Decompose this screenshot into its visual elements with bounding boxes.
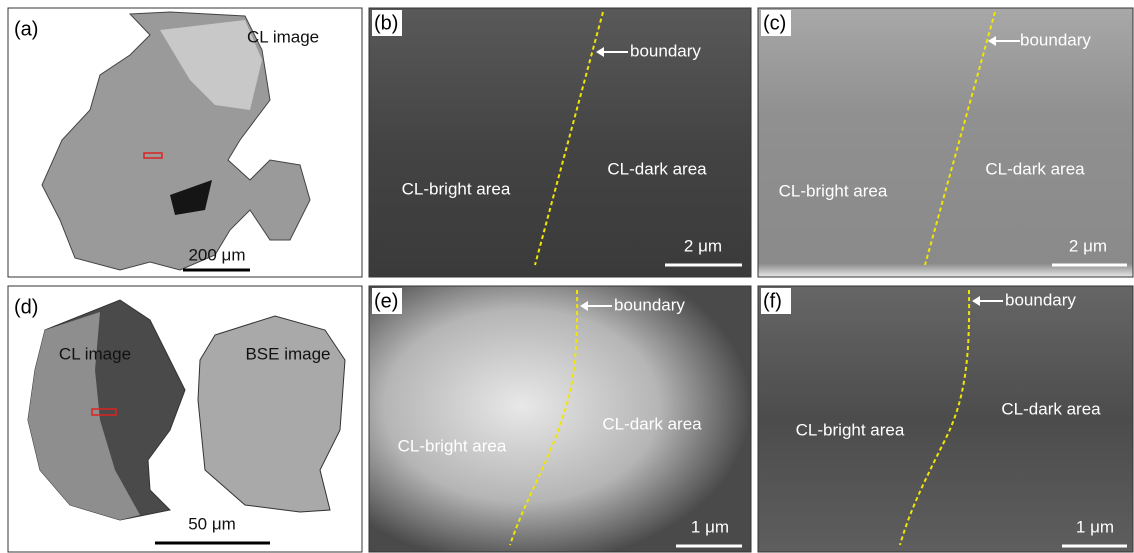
annotation: boundary [1020, 30, 1091, 49]
panel-image [758, 286, 1133, 552]
panel-label: (d) [14, 296, 38, 318]
annotation: boundary [630, 41, 701, 60]
scale-bar-label: 1 μm [691, 517, 729, 536]
annotation: CL-dark area [602, 414, 702, 433]
annotation: CL image [247, 27, 319, 46]
scale-bar-label: 2 μm [684, 236, 722, 255]
panel-label: (c) [763, 12, 786, 34]
panel-label: (e) [374, 290, 398, 312]
annotation: CL-dark area [607, 159, 707, 178]
annotation: CL-bright area [402, 179, 511, 198]
annotation: boundary [1005, 290, 1076, 309]
scale-bar-label: 200 μm [188, 245, 245, 264]
annotation: boundary [614, 295, 685, 314]
annotation: CL-dark area [1001, 399, 1101, 418]
annotation: BSE image [245, 344, 330, 363]
panel-f: (f) boundary CL-bright area CL-dark area… [758, 286, 1133, 552]
scale-bar-label: 50 μm [188, 514, 236, 533]
panel-label: (f) [763, 290, 782, 312]
panel-label: (b) [374, 12, 398, 34]
panel-c: (c) boundary CL-bright area CL-dark area… [758, 8, 1133, 277]
annotation: CL-bright area [779, 181, 888, 200]
annotation: CL-dark area [985, 159, 1085, 178]
panel-b: (b) boundary CL-bright area CL-dark area… [369, 8, 751, 277]
panel-label: (a) [14, 18, 38, 40]
figure: (a) CL image 200 μm (b) boundary CL-brig… [0, 0, 1134, 553]
annotation: CL-bright area [398, 436, 507, 455]
annotation: CL image [59, 344, 131, 363]
panel-a: (a) CL image 200 μm [8, 8, 362, 277]
panel-d: (d) CL image BSE image 50 μm [8, 286, 362, 552]
panel-e: (e) boundary CL-bright area CL-dark area… [369, 286, 751, 552]
scale-bar-label: 2 μm [1069, 236, 1107, 255]
annotation: CL-bright area [796, 420, 905, 439]
scale-bar-label: 1 μm [1076, 517, 1114, 536]
